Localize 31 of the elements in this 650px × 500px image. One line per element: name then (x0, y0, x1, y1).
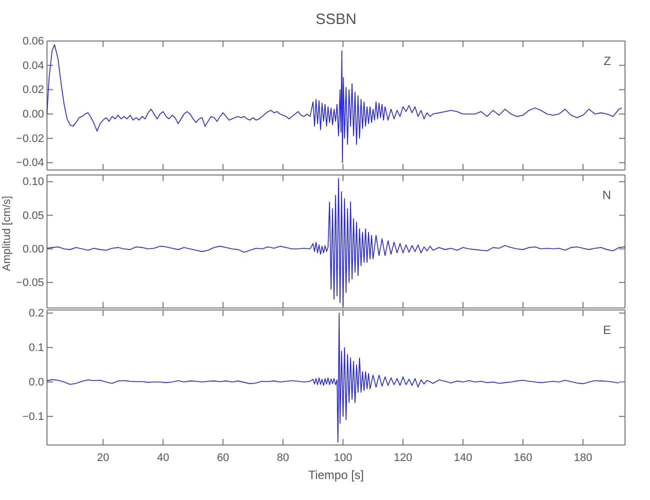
x-tick-label: 180 (574, 452, 592, 464)
y-tick-label: −0.05 (16, 276, 44, 289)
annotation: E (602, 323, 611, 337)
y-tick-label: 0.2 (28, 308, 44, 320)
x-tick-label: 40 (156, 452, 170, 464)
x-axis-title: Tiempo [s] (308, 468, 364, 482)
annotation: Z (604, 54, 611, 68)
x-tick-label: 160 (514, 452, 532, 464)
line-series (46, 312, 620, 443)
line-series (46, 44, 622, 164)
y-tick-label: 0.0 (28, 376, 44, 388)
y-tick-label: 0.10 (22, 176, 44, 188)
y-tick-label: 0.00 (22, 108, 44, 121)
x-tick-label: 140 (454, 452, 472, 464)
y-tick-label: −0.04 (16, 157, 44, 170)
x-tick-label: 100 (334, 452, 352, 464)
y-tick-label: 0.06 (22, 36, 44, 48)
x-tick-label: 60 (216, 452, 230, 464)
x-tick-label: 20 (96, 452, 110, 464)
y-tick-label: 0.00 (22, 243, 44, 256)
chart-title: SSBN (316, 11, 356, 28)
y-axis-title: Amplitud [cm/s] (1, 196, 13, 272)
annotation: N (602, 188, 611, 202)
y-tick-label: −0.02 (16, 132, 44, 145)
y-tick-label: 0.05 (22, 210, 44, 222)
y-tick-label: 0.02 (22, 84, 44, 96)
y-tick-label: 0.04 (22, 60, 44, 72)
x-tick-label: 120 (394, 452, 412, 464)
y-tick-label: −0.1 (22, 410, 44, 423)
x-tick-label: 80 (276, 452, 290, 464)
y-tick-label: 0.1 (28, 342, 44, 354)
